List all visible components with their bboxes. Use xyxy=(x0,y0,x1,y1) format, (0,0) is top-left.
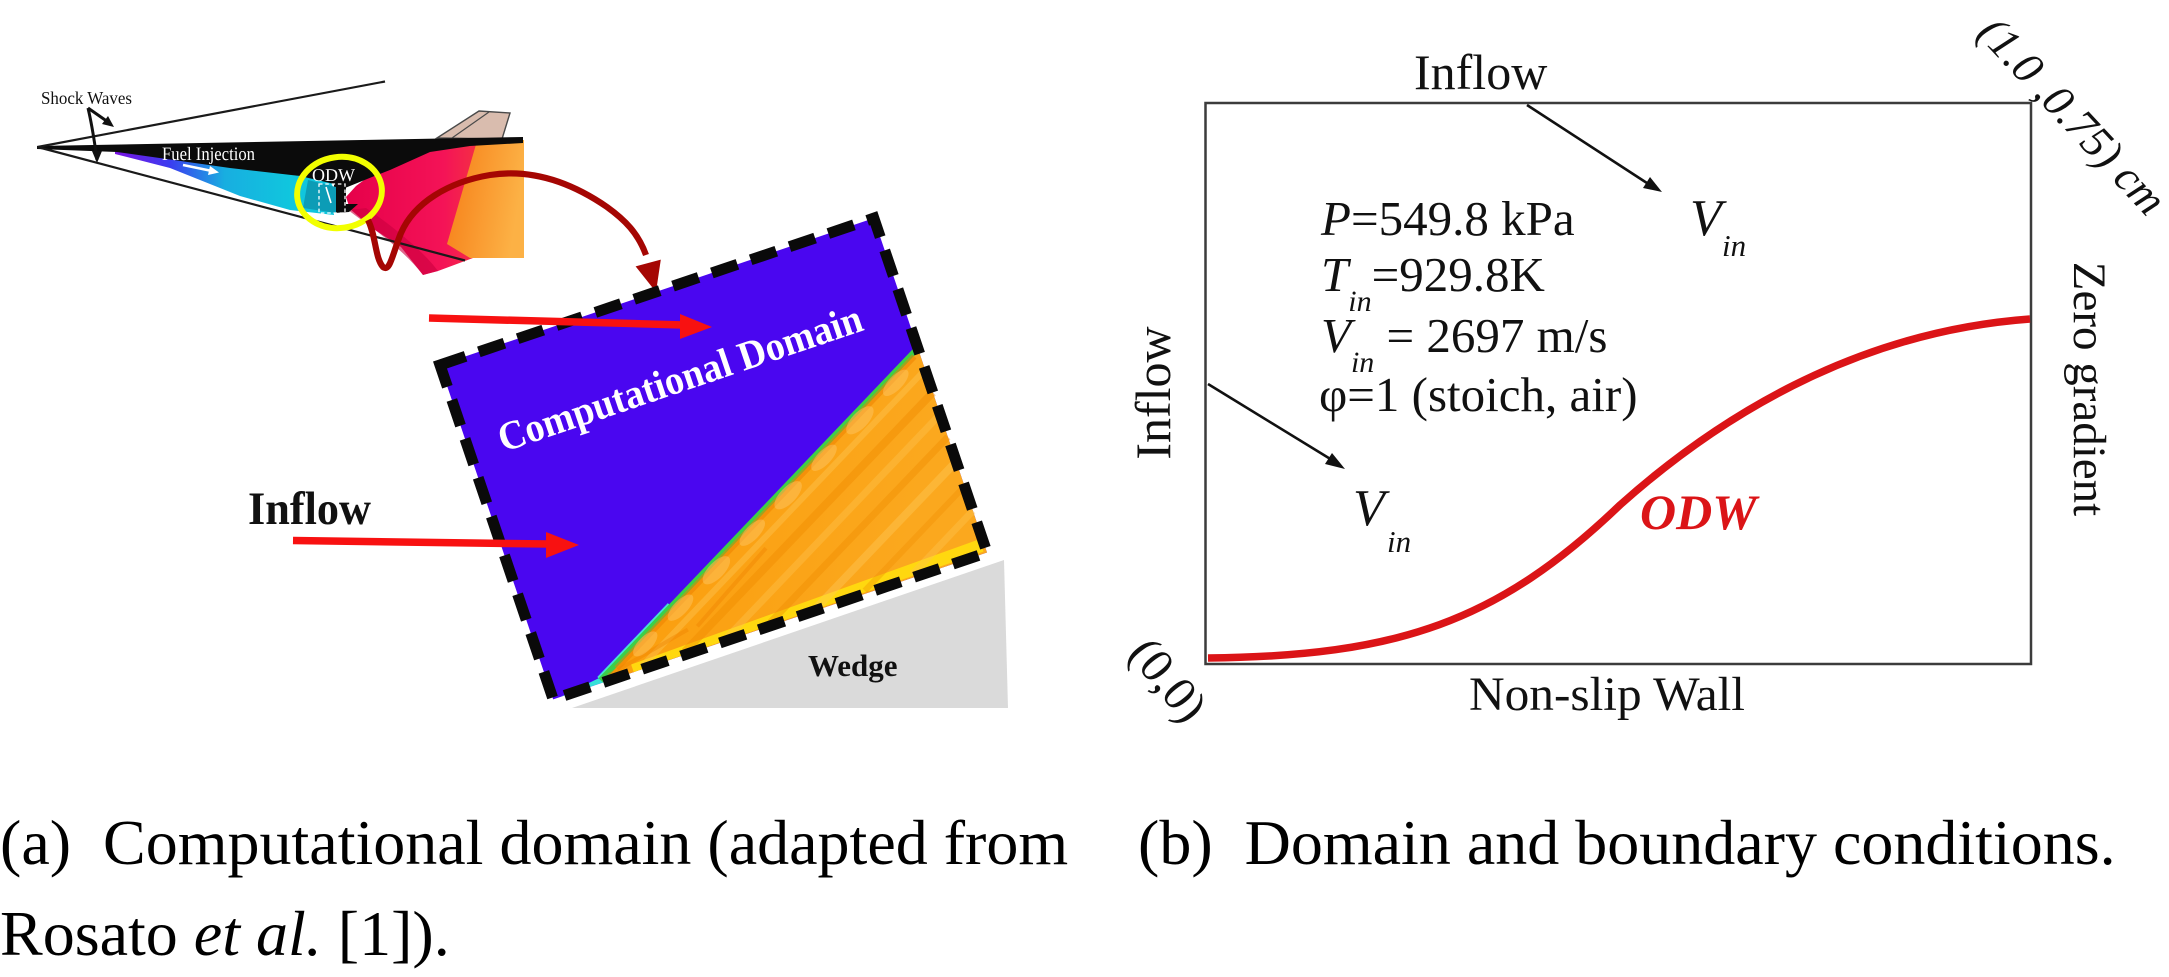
svg-text:Tin=929.8K: Tin=929.8K xyxy=(1321,247,1545,318)
svg-text:Vin = 2697 m/s: Vin = 2697 m/s xyxy=(1321,308,1607,379)
svg-text:in: in xyxy=(1722,228,1746,263)
svg-text:Shock Waves: Shock Waves xyxy=(41,88,132,108)
svg-text:Fuel Injection: Fuel Injection xyxy=(162,144,255,165)
svg-text:P=549.8 kPa: P=549.8 kPa xyxy=(1320,191,1575,246)
svg-text:Non-slip Wall: Non-slip Wall xyxy=(1469,668,1745,721)
svg-text:Inflow: Inflow xyxy=(1414,44,1547,100)
svg-text:V: V xyxy=(1353,480,1390,537)
svg-text:Inflow: Inflow xyxy=(1125,326,1181,459)
svg-text:V: V xyxy=(1690,190,1727,247)
svg-text:ODW: ODW xyxy=(312,165,355,185)
svg-text:ODW: ODW xyxy=(1640,484,1760,540)
svg-text:in: in xyxy=(1387,524,1411,559)
svg-text:(0,0): (0,0) xyxy=(1118,628,1217,733)
svg-text:φ=1 (stoich, air): φ=1 (stoich, air) xyxy=(1319,367,1638,422)
svg-text:(1.0 ,0.75) cm: (1.0 ,0.75) cm xyxy=(1969,7,2169,225)
svg-text:Wedge: Wedge xyxy=(808,648,898,683)
svg-text:Zero gradient: Zero gradient xyxy=(2063,262,2115,516)
svg-text:Inflow: Inflow xyxy=(248,483,371,535)
